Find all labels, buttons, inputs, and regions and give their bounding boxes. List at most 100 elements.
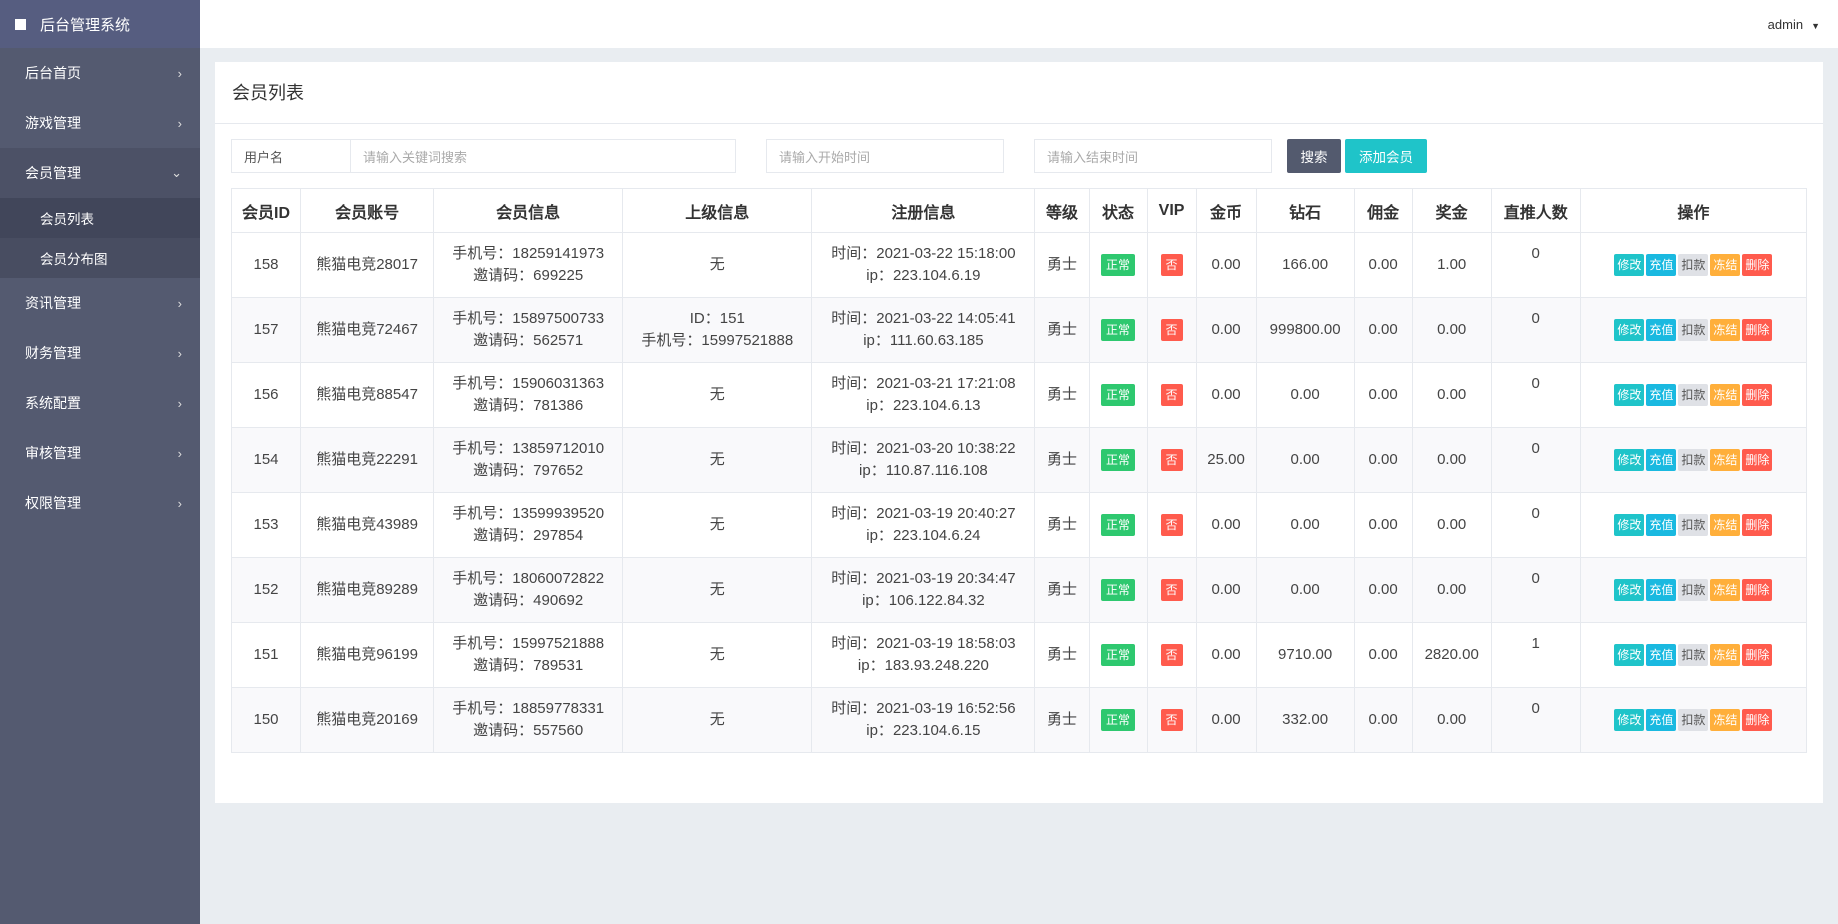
status-cell: 正常 [1088, 492, 1148, 558]
status-badge: 正常 [1101, 579, 1136, 601]
recharge-button[interactable]: 充值 [1646, 579, 1677, 601]
deduct-button[interactable]: 扣款 [1678, 514, 1709, 536]
freeze-button[interactable]: 冻结 [1710, 449, 1741, 471]
time-label: 时间： [831, 440, 877, 457]
search-button[interactable]: 搜索 [1287, 139, 1341, 173]
user-menu[interactable]: admin ▼ [1768, 17, 1820, 32]
parent-info-cell: 无 [622, 622, 813, 688]
sidebar-item[interactable]: 审核管理 › [0, 428, 200, 478]
sidebar-subitem[interactable]: 会员分布图 [0, 238, 200, 278]
recharge-button[interactable]: 充值 [1646, 254, 1677, 276]
sidebar-item[interactable]: 权限管理 › [0, 478, 200, 528]
column-header: 钻石 [1255, 188, 1355, 233]
edit-button[interactable]: 修改 [1614, 384, 1645, 406]
edit-button[interactable]: 修改 [1614, 254, 1645, 276]
edit-button[interactable]: 修改 [1614, 514, 1645, 536]
freeze-button[interactable]: 冻结 [1710, 384, 1741, 406]
delete-button[interactable]: 删除 [1742, 254, 1773, 276]
diamond: 166.00 [1282, 256, 1329, 273]
parent-none: 无 [709, 581, 725, 598]
vip-badge: 否 [1160, 709, 1183, 731]
freeze-button[interactable]: 冻结 [1710, 644, 1741, 666]
freeze-button[interactable]: 冻结 [1710, 579, 1741, 601]
add-member-button[interactable]: 添加会员 [1345, 139, 1427, 173]
deduct-button[interactable]: 扣款 [1678, 644, 1709, 666]
recharge-button[interactable]: 充值 [1646, 384, 1677, 406]
freeze-button[interactable]: 冻结 [1710, 319, 1741, 341]
direct-count-cell: 0 [1490, 427, 1581, 493]
edit-button[interactable]: 修改 [1614, 709, 1645, 731]
delete-button[interactable]: 删除 [1742, 384, 1773, 406]
edit-button[interactable]: 修改 [1614, 579, 1645, 601]
commission: 0.00 [1368, 451, 1398, 468]
page-title: 会员列表 [215, 62, 1823, 124]
column-header: 会员ID [230, 188, 302, 233]
gold-cell: 0.00 [1195, 297, 1257, 363]
level: 勇士 [1046, 386, 1077, 403]
vip-cell: 否 [1146, 427, 1197, 493]
edit-button[interactable]: 修改 [1614, 449, 1645, 471]
invite-code: 562571 [533, 332, 584, 349]
recharge-button[interactable]: 充值 [1646, 709, 1677, 731]
phone-label: 手机号： [452, 375, 513, 392]
delete-button[interactable]: 删除 [1742, 449, 1773, 471]
recharge-button[interactable]: 充值 [1646, 449, 1677, 471]
vip-cell: 否 [1146, 687, 1197, 753]
member-list-panel: 会员列表 用户名 请输入关键词搜索 请输入开始时间 请输入结束时间 搜索 添加会… [215, 62, 1823, 803]
column-header: 直推人数 [1490, 188, 1581, 233]
freeze-button[interactable]: 冻结 [1710, 514, 1741, 536]
deduct-button[interactable]: 扣款 [1678, 254, 1709, 276]
register-time: 2021-03-22 14:05:41 [876, 310, 1016, 327]
status-badge: 正常 [1101, 514, 1136, 536]
deduct-button[interactable]: 扣款 [1678, 319, 1709, 341]
deduct-button[interactable]: 扣款 [1678, 384, 1709, 406]
delete-button[interactable]: 删除 [1742, 514, 1773, 536]
phone: 18259141973 [512, 245, 605, 262]
bonus: 0.00 [1437, 581, 1467, 598]
chevron-right-icon: › [177, 65, 182, 81]
sidebar-item[interactable]: 财务管理 › [0, 328, 200, 378]
level-cell: 勇士 [1034, 687, 1090, 753]
time-label: 时间： [831, 700, 877, 717]
chevron-right-icon: › [177, 495, 182, 511]
level-cell: 勇士 [1034, 362, 1090, 428]
deduct-button[interactable]: 扣款 [1678, 709, 1709, 731]
table-row: 150 熊猫电竞20169 手机号：18859778331 邀请码：557560 无 时间… [230, 687, 1808, 753]
sidebar-item[interactable]: 会员管理 ⌄ [0, 148, 200, 198]
commission-cell: 0.00 [1353, 232, 1413, 298]
start-time-input[interactable]: 请输入开始时间 [766, 139, 1004, 173]
gold: 0.00 [1211, 581, 1241, 598]
level-cell: 勇士 [1034, 557, 1090, 623]
phone-label: 手机号： [452, 440, 513, 457]
delete-button[interactable]: 删除 [1742, 579, 1773, 601]
direct-count: 0 [1531, 700, 1540, 717]
delete-button[interactable]: 删除 [1742, 709, 1773, 731]
sidebar-subitem[interactable]: 会员列表 [0, 198, 200, 238]
sidebar-item[interactable]: 资讯管理 › [0, 278, 200, 328]
account-cell: 熊猫电竞88547 [300, 362, 435, 428]
edit-button[interactable]: 修改 [1614, 319, 1645, 341]
edit-button[interactable]: 修改 [1614, 644, 1645, 666]
freeze-button[interactable]: 冻结 [1710, 709, 1741, 731]
recharge-button[interactable]: 充值 [1646, 319, 1677, 341]
phone: 15906031363 [512, 375, 605, 392]
deduct-button[interactable]: 扣款 [1678, 579, 1709, 601]
table-row: 156 熊猫电竞88547 手机号：15906031363 邀请码：781386 无 时间… [230, 362, 1808, 428]
sidebar-item[interactable]: 后台首页 › [0, 48, 200, 98]
level: 勇士 [1046, 646, 1077, 663]
deduct-button[interactable]: 扣款 [1678, 449, 1709, 471]
vip-badge: 否 [1160, 449, 1183, 471]
recharge-button[interactable]: 充值 [1646, 644, 1677, 666]
recharge-button[interactable]: 充值 [1646, 514, 1677, 536]
commission: 0.00 [1368, 516, 1398, 533]
sidebar-item[interactable]: 系统配置 › [0, 378, 200, 428]
end-time-input[interactable]: 请输入结束时间 [1034, 139, 1272, 173]
delete-button[interactable]: 删除 [1742, 644, 1773, 666]
delete-button[interactable]: 删除 [1742, 319, 1773, 341]
direct-count: 0 [1531, 310, 1540, 327]
sidebar-item[interactable]: 游戏管理 › [0, 98, 200, 148]
member-id-cell: 156 [230, 362, 302, 428]
register-time: 2021-03-21 17:21:08 [876, 375, 1016, 392]
freeze-button[interactable]: 冻结 [1710, 254, 1741, 276]
keyword-search-input[interactable]: 请输入关键词搜索 [350, 139, 736, 173]
